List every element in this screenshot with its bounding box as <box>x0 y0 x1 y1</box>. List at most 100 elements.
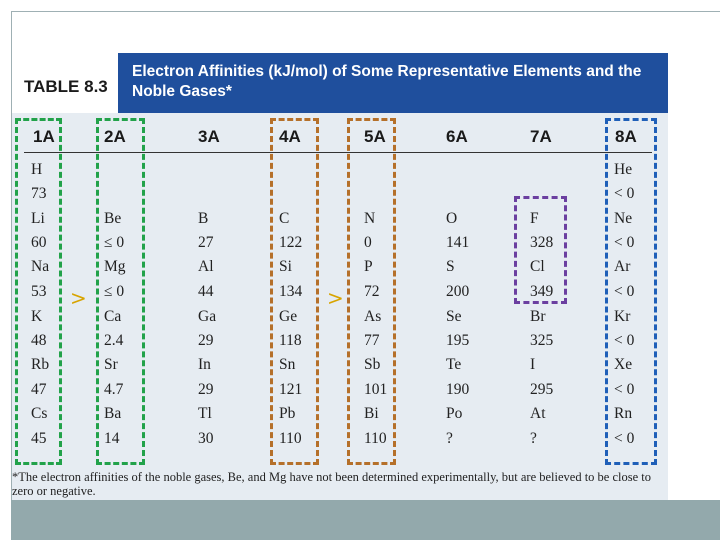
element-symbol-5A: N <box>364 210 376 227</box>
affinity-value-1A: 47 <box>31 381 47 398</box>
group-header-4A: 4A <box>279 127 301 146</box>
element-symbol-1A: Li <box>31 210 45 227</box>
affinity-value-5A: 101 <box>364 381 388 398</box>
table-title: Electron Affinities (kJ/mol) of Some Rep… <box>132 63 642 100</box>
element-symbol-2A: Ba <box>104 405 122 422</box>
group-header-5A: 5A <box>364 127 386 146</box>
group-5A-highlight <box>347 118 396 465</box>
affinity-value-2A: 14 <box>104 430 120 447</box>
affinity-value-8A: < 0 <box>614 381 635 398</box>
affinity-value-6A: 141 <box>446 234 470 251</box>
header-rule <box>24 152 652 153</box>
affinity-value-5A: 110 <box>364 430 387 447</box>
affinity-value-6A: ? <box>446 430 453 447</box>
electron-affinity-table: TABLE 8.3 Electron Affinities (kJ/mol) o… <box>12 53 668 500</box>
element-symbol-1A: Cs <box>31 405 48 422</box>
affinity-value-8A: < 0 <box>614 430 635 447</box>
group-2A-highlight <box>96 118 145 465</box>
affinity-value-1A: 60 <box>31 234 47 251</box>
comparison-marker-1A-2A: > <box>70 286 87 310</box>
affinity-value-7A: 349 <box>530 283 554 300</box>
affinity-value-4A: 121 <box>279 381 303 398</box>
table-footnote: *The electron affinities of the noble ga… <box>12 470 652 498</box>
element-symbol-2A: Be <box>104 210 122 227</box>
table-header: TABLE 8.3 Electron Affinities (kJ/mol) o… <box>12 53 668 113</box>
table-title-box: Electron Affinities (kJ/mol) of Some Rep… <box>118 53 668 113</box>
element-symbol-3A: B <box>198 210 209 227</box>
element-symbol-8A: Ar <box>614 258 631 275</box>
affinity-value-7A: 328 <box>530 234 554 251</box>
element-symbol-5A: As <box>364 308 382 325</box>
chlorine-highlight <box>514 196 567 304</box>
element-symbol-5A: Bi <box>364 405 379 422</box>
element-symbol-3A: Tl <box>198 405 212 422</box>
element-symbol-8A: Xe <box>614 356 633 373</box>
element-symbol-8A: Ne <box>614 210 633 227</box>
slide-frame <box>11 11 720 540</box>
affinity-value-8A: < 0 <box>614 332 635 349</box>
element-symbol-1A: K <box>31 308 43 325</box>
affinity-value-2A: ≤ 0 <box>104 234 125 251</box>
element-symbol-4A: C <box>279 210 290 227</box>
comparison-marker-4A-5A: > <box>327 286 344 310</box>
affinity-value-8A: < 0 <box>614 283 635 300</box>
affinity-value-8A: < 0 <box>614 185 635 202</box>
element-symbol-2A: Sr <box>104 356 118 373</box>
element-symbol-3A: In <box>198 356 211 373</box>
element-symbol-1A: H <box>31 161 43 178</box>
group-8A-highlight <box>605 118 657 465</box>
element-symbol-8A: He <box>614 161 633 178</box>
element-symbol-7A: At <box>530 405 546 422</box>
group-1A-highlight <box>15 118 62 465</box>
element-symbol-1A: Na <box>31 258 50 275</box>
affinity-value-2A: 2.4 <box>104 332 124 349</box>
group-header-6A: 6A <box>446 127 468 146</box>
element-symbol-7A: F <box>530 210 539 227</box>
affinity-value-2A: 4.7 <box>104 381 124 398</box>
affinity-value-5A: 77 <box>364 332 380 349</box>
affinity-value-4A: 118 <box>279 332 302 349</box>
element-symbol-8A: Rn <box>614 405 633 422</box>
affinity-value-1A: 53 <box>31 283 47 300</box>
affinity-value-7A: ? <box>530 430 537 447</box>
element-symbol-3A: Al <box>198 258 214 275</box>
group-header-8A: 8A <box>615 127 637 146</box>
affinity-value-3A: 30 <box>198 430 214 447</box>
element-symbol-6A: S <box>446 258 455 275</box>
affinity-value-3A: 29 <box>198 332 214 349</box>
element-symbol-4A: Ge <box>279 308 298 325</box>
affinity-value-8A: < 0 <box>614 234 635 251</box>
element-symbol-1A: Rb <box>31 356 50 373</box>
element-symbol-2A: Mg <box>104 258 126 275</box>
table-label: TABLE 8.3 <box>24 77 108 96</box>
element-symbol-5A: P <box>364 258 373 275</box>
affinity-value-7A: 325 <box>530 332 554 349</box>
affinity-value-6A: 195 <box>446 332 470 349</box>
group-header-1A: 1A <box>33 127 55 146</box>
affinity-value-4A: 110 <box>279 430 302 447</box>
element-symbol-8A: Kr <box>614 308 631 325</box>
group-header-2A: 2A <box>104 127 126 146</box>
affinity-value-1A: 73 <box>31 185 47 202</box>
element-symbol-6A: Se <box>446 308 462 325</box>
group-header-3A: 3A <box>198 127 220 146</box>
affinity-value-3A: 29 <box>198 381 214 398</box>
group-4A-highlight <box>270 118 319 465</box>
affinity-value-2A: ≤ 0 <box>104 283 125 300</box>
affinity-value-6A: 200 <box>446 283 470 300</box>
affinity-value-7A: 295 <box>530 381 554 398</box>
element-symbol-5A: Sb <box>364 356 381 373</box>
element-symbol-6A: O <box>446 210 458 227</box>
group-header-7A: 7A <box>530 127 552 146</box>
element-symbol-6A: Po <box>446 405 463 422</box>
affinity-value-1A: 48 <box>31 332 47 349</box>
element-symbol-4A: Sn <box>279 356 296 373</box>
affinity-value-3A: 27 <box>198 234 214 251</box>
element-symbol-3A: Ga <box>198 308 217 325</box>
affinity-value-5A: 0 <box>364 234 372 251</box>
affinity-value-4A: 122 <box>279 234 303 251</box>
element-symbol-4A: Si <box>279 258 292 275</box>
element-symbol-7A: Br <box>530 308 546 325</box>
affinity-value-6A: 190 <box>446 381 470 398</box>
element-symbol-4A: Pb <box>279 405 296 422</box>
